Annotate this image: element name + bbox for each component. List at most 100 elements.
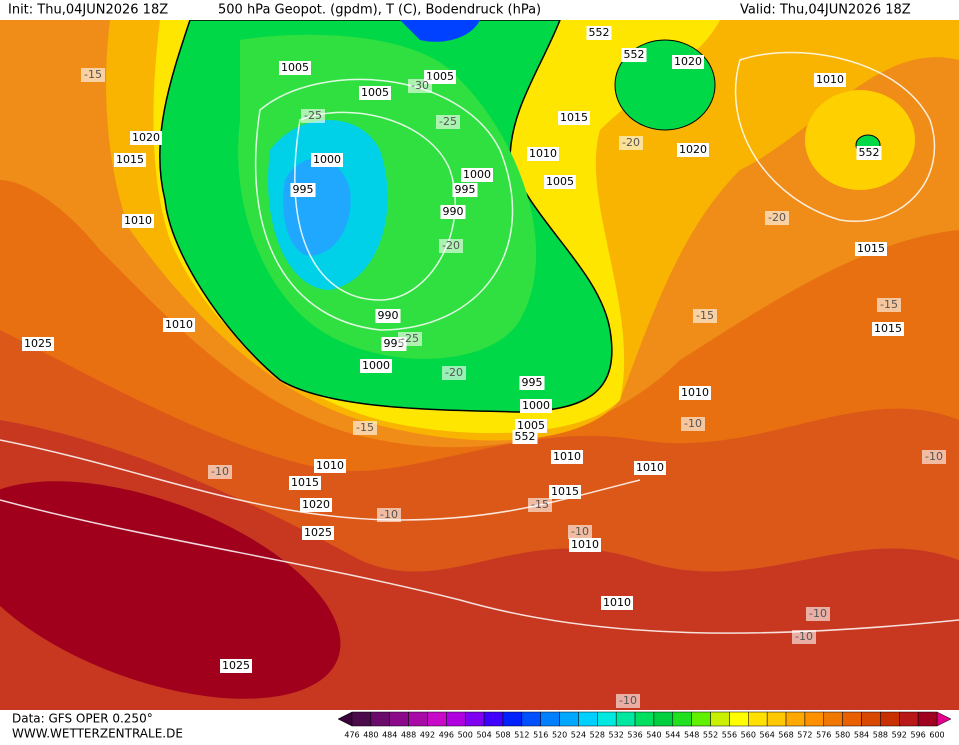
label-box <box>130 131 162 145</box>
label-box <box>672 55 704 69</box>
isobar-label: 1015 <box>116 153 144 166</box>
map-fields <box>0 20 959 710</box>
isobar-label: 1000 <box>522 399 550 412</box>
isotherm-label: -20 <box>442 239 460 252</box>
label-box <box>814 73 846 87</box>
scale-label: 532 <box>609 731 624 740</box>
scale-label: 568 <box>778 731 793 740</box>
scale-bin <box>880 711 900 727</box>
label-box <box>569 538 601 552</box>
label-box <box>872 322 904 336</box>
isotherm-label: -30 <box>411 79 429 92</box>
scale-label: 524 <box>571 731 586 740</box>
scale-bin <box>672 711 692 727</box>
isotherm-label: -15 <box>531 498 549 511</box>
scale-label: 480 <box>363 731 378 740</box>
label-box <box>436 115 460 129</box>
isotherm-label: -25 <box>439 115 457 128</box>
data-source: Data: GFS OPER 0.250° <box>12 712 153 726</box>
isobar-label: 1025 <box>24 337 52 350</box>
label-box <box>452 183 478 197</box>
scale-bin <box>785 711 806 727</box>
website: WWW.WETTERZENTRALE.DE <box>12 727 183 741</box>
isobar-label: 552 <box>624 48 645 61</box>
label-box <box>519 376 545 390</box>
scale-label: 508 <box>495 731 510 740</box>
label-box <box>302 526 334 540</box>
label-box <box>765 211 789 225</box>
label-box <box>877 298 901 312</box>
isobar-label: 1005 <box>281 61 309 74</box>
isobar-label: 1010 <box>571 538 599 551</box>
scale-label: 560 <box>741 731 756 740</box>
label-box <box>551 450 583 464</box>
isobar-label: 1010 <box>636 461 664 474</box>
scale-label: 588 <box>873 731 888 740</box>
label-box <box>377 508 401 522</box>
scale-bin <box>766 711 787 727</box>
isobar-label: 995 <box>455 183 476 196</box>
label-box <box>856 146 882 160</box>
scale-label: 484 <box>382 731 397 740</box>
label-box <box>81 68 105 82</box>
label-box <box>114 153 146 167</box>
label-box <box>619 136 643 150</box>
isobar-label: 1010 <box>681 386 709 399</box>
label-box <box>922 450 946 464</box>
isobar-label: 1010 <box>316 459 344 472</box>
scale-bin <box>842 711 862 727</box>
isotherm-label: -20 <box>768 211 786 224</box>
label-box <box>568 525 592 539</box>
scale-bin <box>559 711 579 727</box>
scale-bin <box>917 711 938 727</box>
scale-label: 476 <box>344 731 359 740</box>
isobar-label: 1015 <box>857 242 885 255</box>
label-box <box>375 309 401 323</box>
isobar-label: 1015 <box>551 485 579 498</box>
label-box <box>279 61 311 75</box>
isobar-label: 1025 <box>304 526 332 539</box>
label-box <box>408 79 432 93</box>
label-box <box>440 205 466 219</box>
scale-bin <box>653 711 674 727</box>
label-box <box>311 153 343 167</box>
label-box <box>616 694 640 708</box>
isobar-label: 995 <box>293 183 314 196</box>
label-box <box>527 147 559 161</box>
scale-label: 528 <box>590 731 605 740</box>
isotherm-label: -10 <box>925 450 943 463</box>
label-box <box>558 111 590 125</box>
scale-label: 536 <box>627 731 642 740</box>
isotherm-label: -25 <box>304 109 322 122</box>
scale-label: 580 <box>835 731 850 740</box>
isobar-label: 1010 <box>165 318 193 331</box>
scale-bin <box>861 711 881 727</box>
scale-label: 488 <box>401 731 416 740</box>
scale-label: 496 <box>439 731 454 740</box>
isotherm-label: -10 <box>619 694 637 707</box>
scale-bin <box>370 711 390 727</box>
isotherm-label: -15 <box>84 68 102 81</box>
label-box <box>353 421 377 435</box>
isobar-label: 1000 <box>463 168 491 181</box>
label-box <box>461 168 493 182</box>
label-box <box>586 26 612 40</box>
isotherm-label: -15 <box>880 298 898 311</box>
isobar-label: 1010 <box>553 450 581 463</box>
scale-bin <box>427 711 447 727</box>
scale-label: 576 <box>816 731 831 740</box>
label-box <box>601 596 633 610</box>
isobar-label: 1005 <box>361 86 389 99</box>
label-box <box>290 183 316 197</box>
label-box <box>220 659 252 673</box>
scale-label: 600 <box>929 731 944 740</box>
scale-label: 520 <box>552 731 567 740</box>
label-box <box>163 318 195 332</box>
scale-label: 540 <box>646 731 661 740</box>
scale-bin <box>748 711 768 727</box>
label-box <box>520 399 552 413</box>
scale-bin <box>899 711 919 727</box>
isobar-label: 1020 <box>674 55 702 68</box>
init-time: Init: Thu,04JUN2026 18Z <box>8 3 168 18</box>
